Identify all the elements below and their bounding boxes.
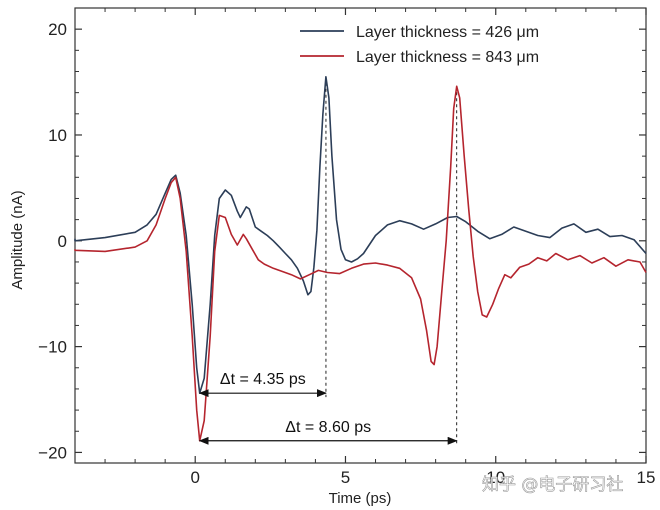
annotations-layer: Δt = 4.35 ps Δt = 8.60 ps: [198, 371, 458, 445]
y-axis-title: Amplitude (nA): [9, 190, 26, 289]
dashed-markers-layer: [325, 76, 458, 445]
x-tick-label: 5: [341, 468, 350, 487]
x-tick-label: 15: [637, 468, 656, 487]
legend: Layer thickness = 426 μm Layer thickness …: [300, 24, 539, 66]
series-line-2: [74, 85, 647, 442]
plot-frame: [74, 7, 647, 464]
y-tick-label: 0: [58, 232, 67, 251]
series-line-1: [74, 76, 647, 394]
watermark-text: 知乎 @电子研习社: [482, 475, 623, 495]
legend-label-2: Layer thickness = 843 μm: [356, 49, 539, 66]
y-tick-label: 20: [48, 20, 67, 39]
x-axis-title: Time (ps): [329, 490, 392, 507]
delta-t-label: Δt = 4.35 ps: [220, 371, 306, 388]
x-tick-label: 0: [190, 468, 199, 487]
series-layer: [74, 76, 647, 442]
x-tick-label: 10: [486, 468, 505, 487]
y-tick-label: 10: [48, 126, 67, 145]
y-tick-label: −10: [38, 338, 67, 357]
legend-label-1: Layer thickness = 426 μm: [356, 24, 539, 41]
y-tick-label: −20: [38, 443, 67, 462]
delta-t-label: Δt = 8.60 ps: [285, 419, 371, 436]
ticks-layer: 0 5 10 15 −20 −10 0 10 20: [38, 8, 655, 487]
